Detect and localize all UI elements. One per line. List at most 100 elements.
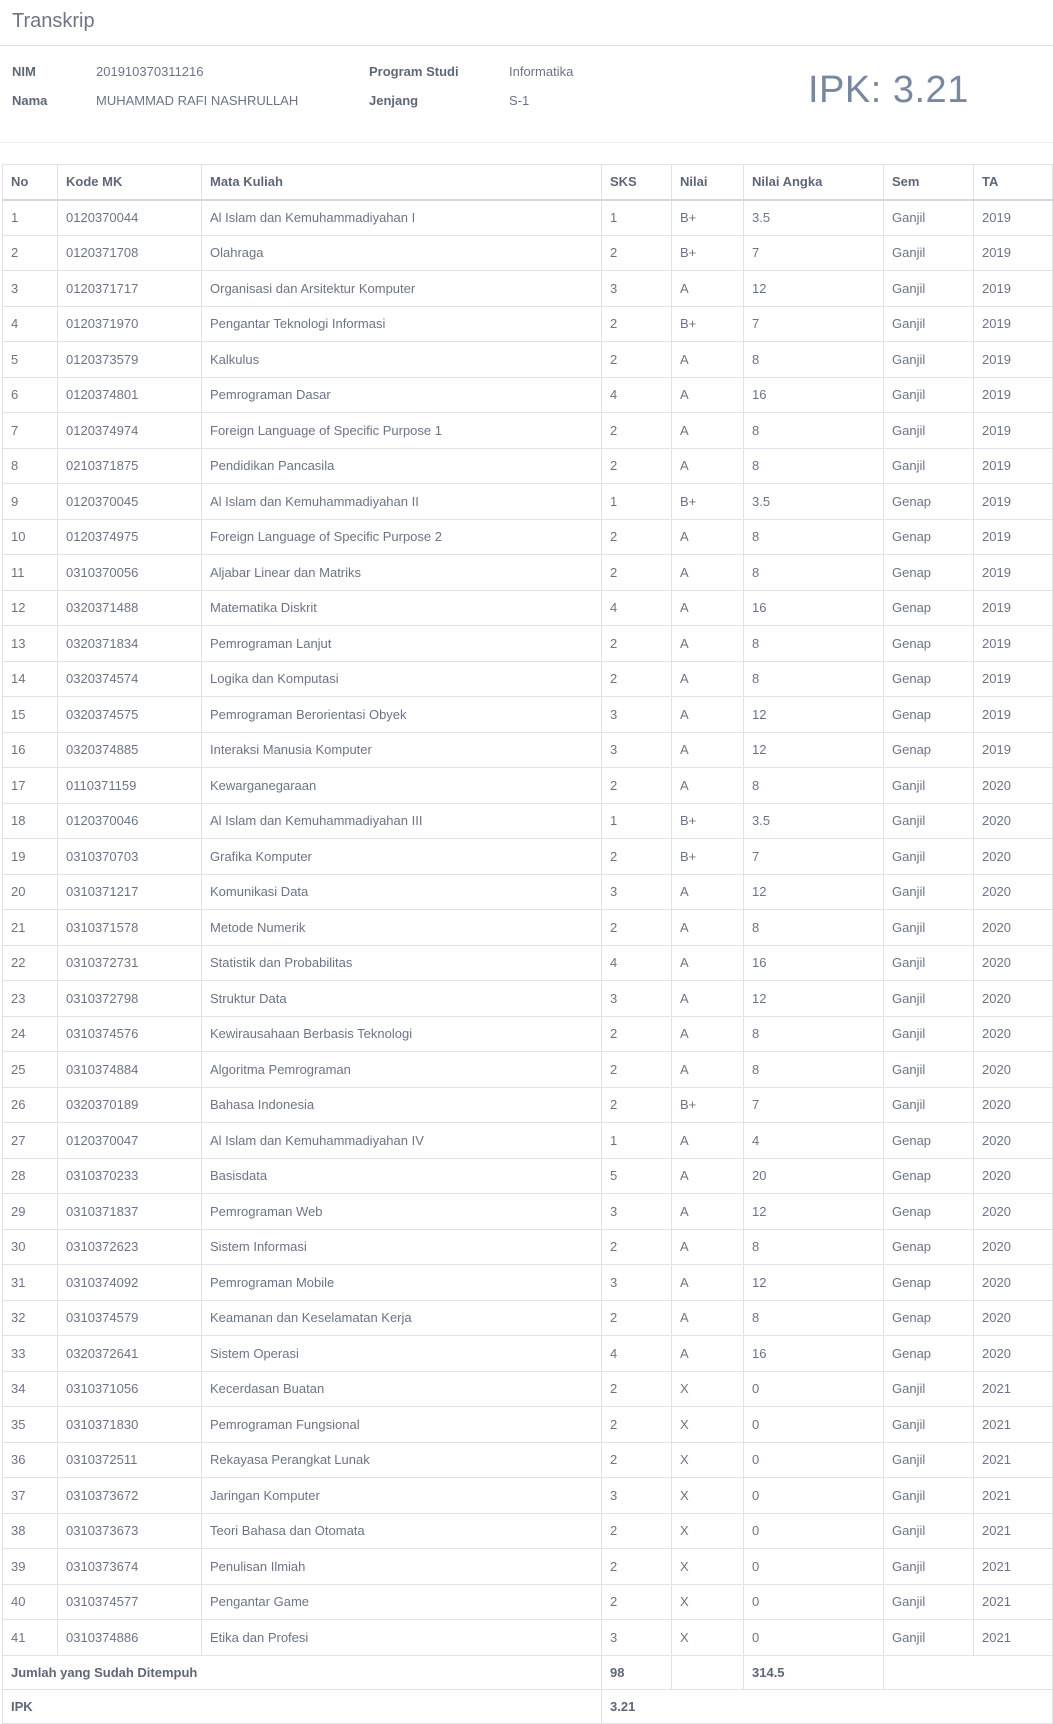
cell-kode-mk: 0110371159 xyxy=(57,767,202,804)
cell-nilai: X xyxy=(671,1512,744,1549)
cell-nilai-angka: 0 xyxy=(743,1619,884,1656)
cell-nilai: B+ xyxy=(671,802,744,839)
cell-nilai: A xyxy=(671,625,744,662)
cell-mata-kuliah: Foreign Language of Specific Purpose 1 xyxy=(201,412,602,449)
cell-no: 41 xyxy=(2,1619,58,1656)
cell-sem: Ganjil xyxy=(883,909,974,946)
cell-mata-kuliah: Algoritma Pemrograman xyxy=(201,1051,602,1088)
cell-ta: 2019 xyxy=(973,234,1053,271)
cell-sem: Ganjil xyxy=(883,1051,974,1088)
cell-no: 15 xyxy=(2,696,58,733)
cell-nilai-angka: 4 xyxy=(743,1122,884,1159)
table-row: 39 0310373674 Penulisan Ilmiah 2 X 0 Ganjil 202… xyxy=(2,1548,1053,1585)
cell-kode-mk: 0310373672 xyxy=(57,1477,202,1514)
cell-ta: 2019 xyxy=(973,731,1053,768)
cell-ta: 2020 xyxy=(973,1157,1053,1194)
cell-sks: 2 xyxy=(601,838,672,875)
cell-ta: 2021 xyxy=(973,1477,1053,1514)
cell-nilai: A xyxy=(671,980,744,1017)
cell-mata-kuliah: Pemrograman Mobile xyxy=(201,1264,602,1301)
cell-mata-kuliah: Bahasa Indonesia xyxy=(201,1086,602,1123)
cell-sem: Genap xyxy=(883,589,974,626)
cell-sks: 3 xyxy=(601,980,672,1017)
cell-sks: 2 xyxy=(601,1406,672,1443)
cell-sem: Ganjil xyxy=(883,412,974,449)
cell-kode-mk: 0310372511 xyxy=(57,1441,202,1478)
cell-sks: 4 xyxy=(601,1335,672,1372)
cell-nilai-angka: 3.5 xyxy=(743,199,884,236)
table-row: 16 0320374885 Interaksi Manusia Komputer 3 A… xyxy=(2,731,1053,768)
cell-kode-mk: 0310374577 xyxy=(57,1583,202,1620)
cell-mata-kuliah: Metode Numerik xyxy=(201,909,602,946)
table-row: 28 0310370233 Basisdata 5 A 20 Genap 2020 xyxy=(2,1157,1053,1194)
cell-sks: 1 xyxy=(601,1122,672,1159)
header-nilai: Nilai xyxy=(671,164,744,201)
cell-kode-mk: 0310374576 xyxy=(57,1015,202,1052)
cell-nilai-angka: 8 xyxy=(743,660,884,697)
cell-nilai-angka: 8 xyxy=(743,447,884,484)
cell-ta: 2019 xyxy=(973,199,1053,236)
ipk-summary: IPK: 3.21 xyxy=(808,69,969,111)
transcript-table: No Kode MK Mata Kuliah SKS Nilai Nilai A… xyxy=(2,164,1053,1724)
table-row: 29 0310371837 Pemrograman Web 3 A 12 Genap 2020 xyxy=(2,1193,1053,1230)
ipk-label: IPK xyxy=(2,1688,602,1724)
cell-no: 29 xyxy=(2,1193,58,1230)
total-row: Jumlah yang Sudah Ditempuh 98 314.5 xyxy=(2,1654,1053,1690)
cell-sks: 2 xyxy=(601,1583,672,1620)
cell-nilai: A xyxy=(671,1157,744,1194)
cell-kode-mk: 0310371837 xyxy=(57,1193,202,1230)
table-row: 24 0310374576 Kewirausahaan Berbasis Tekno… xyxy=(2,1015,1053,1052)
cell-sks: 2 xyxy=(601,1299,672,1336)
table-row: 31 0310374092 Pemrograman Mobile 3 A 12 Genap 2… xyxy=(2,1264,1053,1301)
cell-kode-mk: 0320372641 xyxy=(57,1335,202,1372)
cell-nilai: A xyxy=(671,447,744,484)
cell-sem: Genap xyxy=(883,554,974,591)
cell-sem: Ganjil xyxy=(883,1406,974,1443)
cell-sks: 2 xyxy=(601,625,672,662)
header-sks: SKS xyxy=(601,164,672,201)
prodi-label: Program Studi xyxy=(369,64,459,79)
cell-mata-kuliah: Aljabar Linear dan Matriks xyxy=(201,554,602,591)
cell-mata-kuliah: Kecerdasan Buatan xyxy=(201,1370,602,1407)
table-row: 33 0320372641 Sistem Operasi 4 A 16 Genap 2020 xyxy=(2,1335,1053,1372)
cell-sem: Ganjil xyxy=(883,1548,974,1585)
cell-ta: 2020 xyxy=(973,802,1053,839)
cell-sks: 3 xyxy=(601,696,672,733)
cell-sem: Ganjil xyxy=(883,1477,974,1514)
nim-value: 201910370311216 xyxy=(96,64,204,79)
cell-mata-kuliah: Kalkulus xyxy=(201,341,602,378)
cell-no: 5 xyxy=(2,341,58,378)
cell-ta: 2021 xyxy=(973,1370,1053,1407)
cell-mata-kuliah: Pendidikan Pancasila xyxy=(201,447,602,484)
cell-mata-kuliah: Matematika Diskrit xyxy=(201,589,602,626)
cell-no: 2 xyxy=(2,234,58,271)
cell-mata-kuliah: Basisdata xyxy=(201,1157,602,1194)
cell-nilai: X xyxy=(671,1477,744,1514)
cell-nilai-angka: 12 xyxy=(743,1193,884,1230)
cell-nilai-angka: 8 xyxy=(743,554,884,591)
cell-sks: 2 xyxy=(601,447,672,484)
student-info: NIM 201910370311216 Nama MUHAMMAD RAFI N… xyxy=(0,46,1053,143)
cell-sks: 2 xyxy=(601,1548,672,1585)
cell-ta: 2019 xyxy=(973,483,1053,520)
total-label: Jumlah yang Sudah Ditempuh xyxy=(2,1654,602,1690)
cell-ta: 2020 xyxy=(973,1335,1053,1372)
cell-mata-kuliah: Statistik dan Probabilitas xyxy=(201,944,602,981)
cell-sem: Genap xyxy=(883,1299,974,1336)
cell-nilai-angka: 8 xyxy=(743,1051,884,1088)
cell-sem: Ganjil xyxy=(883,767,974,804)
table-row: 20 0310371217 Komunikasi Data 3 A 12 Ganjil 202… xyxy=(2,873,1053,910)
cell-kode-mk: 0120374975 xyxy=(57,518,202,555)
cell-kode-mk: 0120371717 xyxy=(57,270,202,307)
cell-nilai: A xyxy=(671,1015,744,1052)
cell-sks: 2 xyxy=(601,1441,672,1478)
cell-nilai: B+ xyxy=(671,1086,744,1123)
nama-value: MUHAMMAD RAFI NASHRULLAH xyxy=(96,93,299,108)
cell-sem: Ganjil xyxy=(883,838,974,875)
cell-nilai-angka: 0 xyxy=(743,1370,884,1407)
cell-no: 26 xyxy=(2,1086,58,1123)
cell-mata-kuliah: Sistem Informasi xyxy=(201,1228,602,1265)
table-row: 27 0120370047 Al Islam dan Kemuhammadiyaha… xyxy=(2,1122,1053,1159)
cell-sem: Ganjil xyxy=(883,270,974,307)
cell-nilai-angka: 0 xyxy=(743,1583,884,1620)
